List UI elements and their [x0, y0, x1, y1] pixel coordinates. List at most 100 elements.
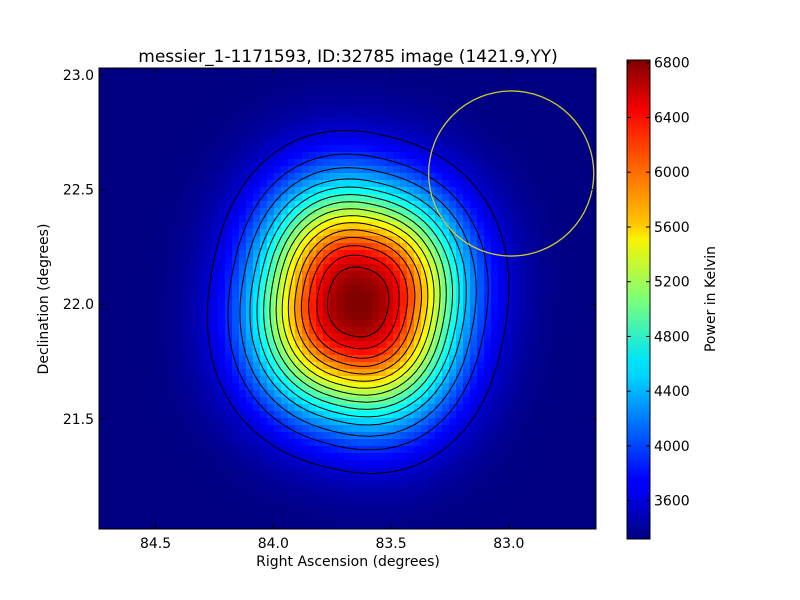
- heatmap-cell: [253, 446, 261, 454]
- heatmap-cell: [211, 103, 219, 111]
- heatmap-cell: [449, 299, 457, 307]
- heatmap-cell: [505, 334, 513, 342]
- heatmap-cell: [428, 467, 436, 475]
- heatmap-cell: [239, 418, 247, 426]
- heatmap-cell: [190, 215, 198, 223]
- heatmap-cell: [260, 201, 268, 209]
- heatmap-cell: [386, 376, 394, 384]
- heatmap-cell: [456, 460, 464, 468]
- heatmap-cell: [561, 159, 569, 167]
- heatmap-cell: [547, 264, 555, 272]
- heatmap-cell: [470, 481, 478, 489]
- heatmap-cell: [316, 467, 324, 475]
- heatmap-cell: [519, 355, 527, 363]
- heatmap-cell: [134, 299, 142, 307]
- heatmap-cell: [491, 68, 499, 76]
- heatmap-cell: [498, 89, 506, 97]
- heatmap-cell: [141, 257, 149, 265]
- heatmap-cell: [246, 285, 254, 293]
- heatmap-cell: [421, 75, 429, 83]
- heatmap-cell: [372, 488, 380, 496]
- heatmap-cell: [330, 278, 338, 286]
- heatmap-cell: [309, 306, 317, 314]
- heatmap-cell: [505, 75, 513, 83]
- contour-line: [275, 208, 441, 396]
- heatmap-cell: [176, 348, 184, 356]
- heatmap-cell: [491, 75, 499, 83]
- heatmap-cell: [386, 411, 394, 419]
- heatmap-cell: [393, 320, 401, 328]
- heatmap-cell: [428, 159, 436, 167]
- heatmap-cell: [470, 250, 478, 258]
- heatmap-cell: [575, 481, 583, 489]
- heatmap-cell: [533, 390, 541, 398]
- heatmap-cell: [344, 131, 352, 139]
- heatmap-cell: [134, 474, 142, 482]
- heatmap-cell: [568, 201, 576, 209]
- heatmap-cell: [568, 481, 576, 489]
- heatmap-cell: [197, 124, 205, 132]
- heatmap-cell: [295, 243, 303, 251]
- heatmap-cell: [540, 299, 548, 307]
- heatmap-cell: [295, 418, 303, 426]
- heatmap-cell: [162, 523, 170, 529]
- heatmap-cell: [414, 257, 422, 265]
- heatmap-cell: [561, 236, 569, 244]
- heatmap-cell: [540, 369, 548, 377]
- heatmap-cell: [344, 425, 352, 433]
- heatmap-cell: [211, 341, 219, 349]
- heatmap-cell: [498, 243, 506, 251]
- heatmap-cell: [330, 82, 338, 90]
- heatmap-cell: [295, 89, 303, 97]
- heatmap-cell: [554, 110, 562, 118]
- heatmap-cell: [484, 194, 492, 202]
- heatmap-cell: [442, 82, 450, 90]
- heatmap-cell: [568, 334, 576, 342]
- heatmap-cell: [253, 425, 261, 433]
- heatmap-cell: [260, 264, 268, 272]
- heatmap-cell: [106, 166, 114, 174]
- heatmap-cell: [365, 390, 373, 398]
- heatmap-cell: [575, 68, 583, 76]
- heatmap-cell: [274, 145, 282, 153]
- heatmap-cell: [351, 327, 359, 335]
- heatmap-cell: [120, 383, 128, 391]
- heatmap-cell: [127, 271, 135, 279]
- heatmap-cell: [253, 117, 261, 125]
- heatmap-cell: [218, 236, 226, 244]
- heatmap-cell: [323, 418, 331, 426]
- heatmap-cell: [477, 320, 485, 328]
- heatmap-cell: [337, 334, 345, 342]
- heatmap-cell: [505, 215, 513, 223]
- heatmap-cell: [274, 201, 282, 209]
- heatmap-cell: [351, 460, 359, 468]
- heatmap-cell: [316, 523, 324, 529]
- heatmap-cell: [204, 82, 212, 90]
- heatmap-cell: [533, 208, 541, 216]
- heatmap-cell: [232, 299, 240, 307]
- heatmap-cell: [582, 306, 590, 314]
- heatmap-cell: [120, 166, 128, 174]
- heatmap-cell: [505, 89, 513, 97]
- heatmap-cell: [400, 250, 408, 258]
- heatmap-cell: [400, 348, 408, 356]
- heatmap-cell: [358, 117, 366, 125]
- heatmap-cell: [575, 523, 583, 529]
- heatmap-cell: [428, 432, 436, 440]
- heatmap-cell: [281, 523, 289, 529]
- heatmap-cell: [589, 75, 596, 83]
- heatmap-cell: [414, 362, 422, 370]
- heatmap-cell: [561, 278, 569, 286]
- heatmap-cell: [120, 194, 128, 202]
- heatmap-cell: [421, 278, 429, 286]
- heatmap-cell: [372, 292, 380, 300]
- heatmap-cell: [491, 229, 499, 237]
- heatmap-cell: [372, 173, 380, 181]
- heatmap-cell: [120, 453, 128, 461]
- heatmap-cell: [316, 243, 324, 251]
- heatmap-cell: [253, 180, 261, 188]
- heatmap-cell: [561, 152, 569, 160]
- heatmap-cell: [323, 236, 331, 244]
- heatmap-cell: [589, 334, 596, 342]
